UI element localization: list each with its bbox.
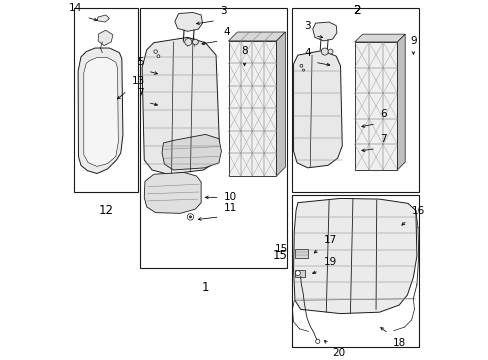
Circle shape [187,214,193,220]
Text: 4: 4 [304,48,310,58]
Polygon shape [98,30,113,45]
Bar [292,195,418,347]
Circle shape [321,48,328,55]
Circle shape [295,271,300,275]
Text: 12: 12 [98,204,113,217]
Polygon shape [312,22,336,41]
Text: 2: 2 [352,4,360,17]
Bar [295,270,305,276]
Text: 1: 1 [201,281,209,294]
Text: 19: 19 [323,257,336,267]
Polygon shape [293,50,342,168]
Text: 15: 15 [274,244,287,254]
Text: 11: 11 [224,203,237,213]
Text: 10: 10 [224,192,237,202]
Circle shape [299,64,302,67]
Circle shape [189,216,191,218]
Polygon shape [97,15,109,22]
Polygon shape [78,48,122,174]
Bar [292,8,418,192]
Polygon shape [144,172,201,213]
Circle shape [154,50,157,53]
Polygon shape [142,37,219,174]
Bar [147,181,156,189]
Text: 16: 16 [411,206,424,216]
Text: 5: 5 [137,57,143,67]
Text: 4: 4 [224,27,230,37]
Text: 13: 13 [131,76,144,86]
Bar [295,249,307,258]
Text: 20: 20 [332,348,345,359]
Polygon shape [293,198,416,314]
Polygon shape [354,42,397,170]
Polygon shape [354,34,405,42]
Polygon shape [228,32,285,41]
Circle shape [327,49,332,54]
Text: 9: 9 [409,36,416,45]
Circle shape [192,39,198,45]
Text: 14: 14 [69,3,82,13]
Text: 7: 7 [137,88,143,98]
Text: 3: 3 [304,21,310,31]
Circle shape [315,339,319,343]
Text: 2: 2 [352,4,360,17]
Circle shape [184,39,191,45]
Circle shape [302,69,304,71]
Polygon shape [174,13,202,31]
Bar [140,8,286,269]
Polygon shape [162,134,221,170]
Text: 15: 15 [272,249,287,262]
Text: 8: 8 [241,46,247,56]
Text: 6: 6 [380,109,386,120]
Polygon shape [276,32,285,176]
Polygon shape [228,41,276,176]
Text: 7: 7 [380,134,386,144]
Polygon shape [397,34,405,170]
Text: 17: 17 [323,235,336,245]
Bar [149,192,155,197]
Text: 3: 3 [220,6,226,16]
Circle shape [157,55,160,58]
Polygon shape [83,58,118,166]
Text: 18: 18 [392,338,405,348]
Bar [74,8,138,192]
